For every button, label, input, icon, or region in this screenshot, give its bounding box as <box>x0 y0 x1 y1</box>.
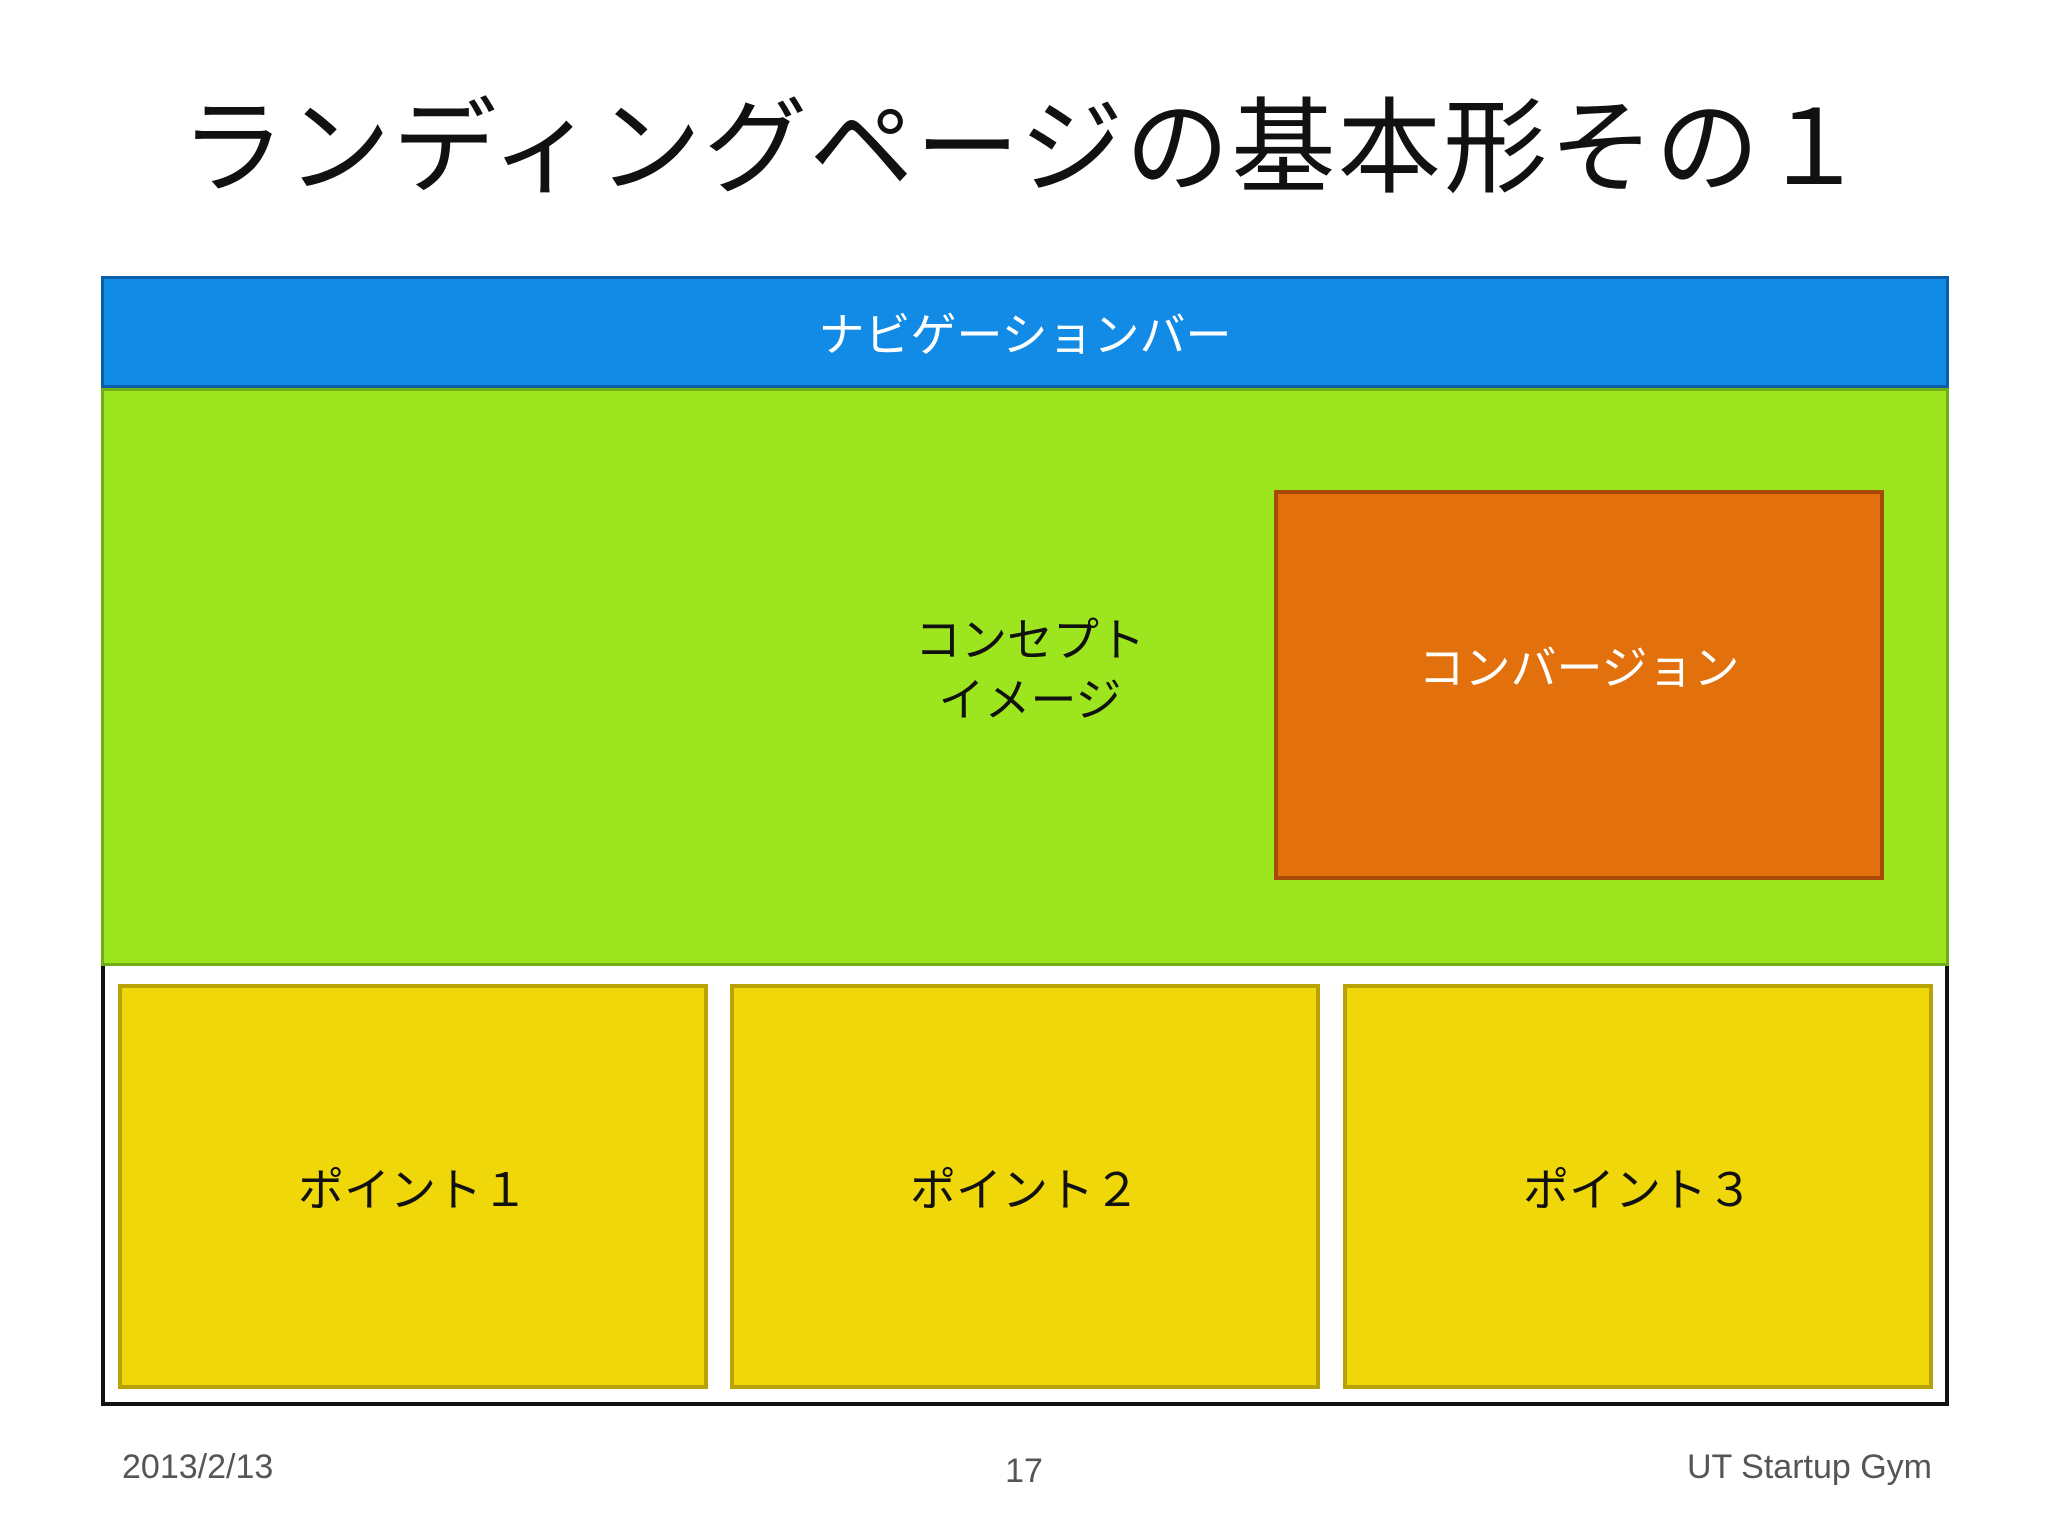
point-block-2: ポイント２ <box>730 984 1320 1389</box>
point-label-1: ポイント１ <box>298 1162 528 1217</box>
concept-image-label: コンセプト イメージ <box>850 610 1210 730</box>
concept-label-line2: イメージ <box>938 673 1122 727</box>
point-block-3: ポイント３ <box>1343 984 1933 1389</box>
navigation-bar-block: ナビゲーションバー <box>101 276 1949 388</box>
slide-title: ランディングページの基本形その１ <box>180 87 1868 209</box>
conversion-block: コンバージョン <box>1274 490 1884 880</box>
footer-date: 2013/2/13 <box>122 1448 274 1486</box>
concept-label-line1: コンセプト <box>915 613 1145 667</box>
footer-organization: UT Startup Gym <box>1687 1448 1932 1486</box>
point-block-1: ポイント１ <box>118 984 708 1389</box>
footer-page-number: 17 <box>1005 1452 1043 1490</box>
conversion-label: コンバージョン <box>1418 641 1740 695</box>
navigation-bar-label: ナビゲーションバー <box>818 308 1232 362</box>
point-label-2: ポイント２ <box>910 1162 1140 1217</box>
point-label-3: ポイント３ <box>1523 1162 1753 1217</box>
